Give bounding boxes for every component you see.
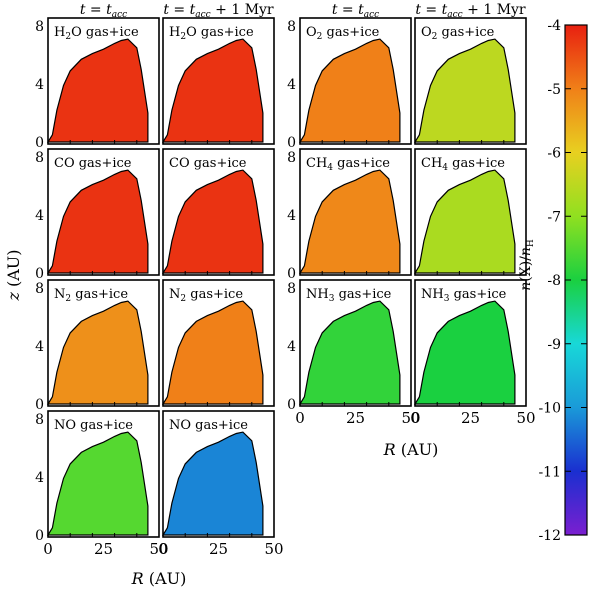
x-tick-label: 25 bbox=[461, 409, 480, 427]
panel-4: O2 gas+ice bbox=[413, 17, 527, 145]
x-axis-title: R (AU) bbox=[131, 569, 187, 588]
x-tick-label: 0 bbox=[410, 409, 420, 427]
y-tick-label: 8 bbox=[287, 150, 296, 166]
panel-7: CH4 gas+ice bbox=[298, 148, 412, 276]
panel-label: N2 gas+ice bbox=[169, 287, 243, 304]
abundance-region bbox=[161, 300, 264, 405]
y-axis-title: z (AU) bbox=[4, 249, 23, 301]
colorbar-tick-label: -6 bbox=[547, 146, 561, 162]
panel-11: NH3 gas+ice bbox=[298, 279, 412, 407]
panel-2: H2O gas+ice bbox=[161, 17, 275, 145]
panel-10: N2 gas+ice bbox=[161, 279, 275, 407]
panel-label: NO gas+ice bbox=[169, 418, 248, 433]
y-tick-label: 0 bbox=[35, 266, 44, 282]
x-tick-label: 25 bbox=[94, 540, 113, 558]
abundance-region bbox=[298, 169, 401, 274]
x-tick-label: 0 bbox=[295, 409, 305, 427]
colorbar-tick-label: -5 bbox=[547, 82, 561, 98]
panel-label: O2 gas+ice bbox=[421, 25, 495, 42]
y-tick-label: 4 bbox=[287, 77, 296, 93]
x-axis-title: R (AU) bbox=[383, 440, 439, 459]
x-tick-label: 50 bbox=[149, 540, 168, 558]
x-tick-label: 50 bbox=[516, 409, 535, 427]
x-tick-label: 50 bbox=[264, 540, 283, 558]
abundance-region bbox=[46, 300, 149, 405]
abundance-region bbox=[298, 300, 401, 405]
column-title-3: t = tacc bbox=[332, 2, 379, 20]
colorbar: -4 -5 -6 -7 -8 -9 -10 -11 -12 n(X)/nH bbox=[518, 18, 588, 544]
column-title-1: t = tacc bbox=[80, 2, 127, 20]
y-tick-label: 8 bbox=[287, 19, 296, 35]
panel-label: CO gas+ice bbox=[54, 156, 132, 171]
y-tick-label: 8 bbox=[35, 412, 44, 428]
y-tick-label: 4 bbox=[35, 77, 44, 93]
y-tick-label: 4 bbox=[35, 208, 44, 224]
y-tick-label: 8 bbox=[287, 281, 296, 297]
panel-label: NH3 gas+ice bbox=[421, 287, 507, 304]
x-tick-label: 0 bbox=[158, 540, 168, 558]
y-tick-label: 4 bbox=[35, 339, 44, 355]
abundance-region bbox=[413, 300, 516, 405]
y-tick-label: 4 bbox=[287, 208, 296, 224]
column-title-4: t = tacc + 1 Myr bbox=[415, 2, 526, 20]
panel-12: NH3 gas+ice bbox=[413, 279, 527, 407]
panel-label: NO gas+ice bbox=[54, 418, 133, 433]
y-tick-label: 8 bbox=[35, 19, 44, 35]
abundance-region bbox=[161, 38, 264, 143]
colorbar-tick-label: -4 bbox=[547, 18, 561, 34]
abundance-region bbox=[46, 38, 149, 143]
y-tick-label: 8 bbox=[35, 150, 44, 166]
panel-14: NO gas+ice bbox=[161, 410, 275, 538]
panel-label: NH3 gas+ice bbox=[306, 287, 392, 304]
y-tick-label: 0 bbox=[287, 397, 296, 413]
abundance-region bbox=[413, 169, 516, 274]
colorbar-tick-label: -12 bbox=[538, 528, 561, 544]
panel-label: CO gas+ice bbox=[169, 156, 247, 171]
abundance-region bbox=[46, 169, 149, 274]
panel-label: CH4 gas+ice bbox=[421, 156, 505, 173]
y-tick-label: 0 bbox=[287, 135, 296, 151]
x-tick-label: 0 bbox=[43, 540, 53, 558]
y-tick-label: 8 bbox=[35, 281, 44, 297]
panel-label: H2O gas+ice bbox=[169, 25, 254, 42]
panels-grid: H2O gas+ice H2O gas+ice O2 gas+ice O2 gas+i… bbox=[46, 17, 527, 538]
panel-label: N2 gas+ice bbox=[54, 287, 128, 304]
panel-5: CO gas+ice bbox=[46, 148, 160, 276]
abundance-region bbox=[298, 38, 401, 143]
y-tick-label: 0 bbox=[35, 528, 44, 544]
colorbar-tick-label: -8 bbox=[547, 273, 561, 289]
column-title-2: t = tacc + 1 Myr bbox=[163, 2, 274, 20]
y-tick-label: 0 bbox=[35, 135, 44, 151]
panel-label: H2O gas+ice bbox=[54, 25, 139, 42]
y-tick-label: 4 bbox=[287, 339, 296, 355]
abundance-region bbox=[413, 38, 516, 143]
panel-3: O2 gas+ice bbox=[298, 17, 412, 145]
y-tick-label: 0 bbox=[287, 266, 296, 282]
colorbar-tick-label: -7 bbox=[547, 209, 561, 225]
y-tick-label: 4 bbox=[35, 470, 44, 486]
y-tick-label: 0 bbox=[35, 397, 44, 413]
panel-13: NO gas+ice bbox=[46, 410, 160, 538]
abundance-region bbox=[46, 431, 149, 536]
x-tick-label: 25 bbox=[346, 409, 365, 427]
panel-1: H2O gas+ice bbox=[46, 17, 160, 145]
colorbar-tick-label: -9 bbox=[547, 337, 561, 353]
abundance-region bbox=[161, 431, 264, 536]
x-tick-label: 25 bbox=[209, 540, 228, 558]
panel-8: CH4 gas+ice bbox=[413, 148, 527, 276]
panel-label: CH4 gas+ice bbox=[306, 156, 390, 173]
colorbar-tick-label: -10 bbox=[538, 401, 561, 417]
x-tick-label: 50 bbox=[401, 409, 420, 427]
colorbar-title: n(X)/nH bbox=[518, 239, 536, 291]
panel-9: N2 gas+ice bbox=[46, 279, 160, 407]
column-titles: t = tacc t = tacc + 1 Myr t = tacc t = tacc… bbox=[80, 2, 526, 20]
abundance-region bbox=[161, 169, 264, 274]
panel-label: O2 gas+ice bbox=[306, 25, 380, 42]
panel-6: CO gas+ice bbox=[161, 148, 275, 276]
colorbar-tick-label: -11 bbox=[538, 464, 561, 480]
